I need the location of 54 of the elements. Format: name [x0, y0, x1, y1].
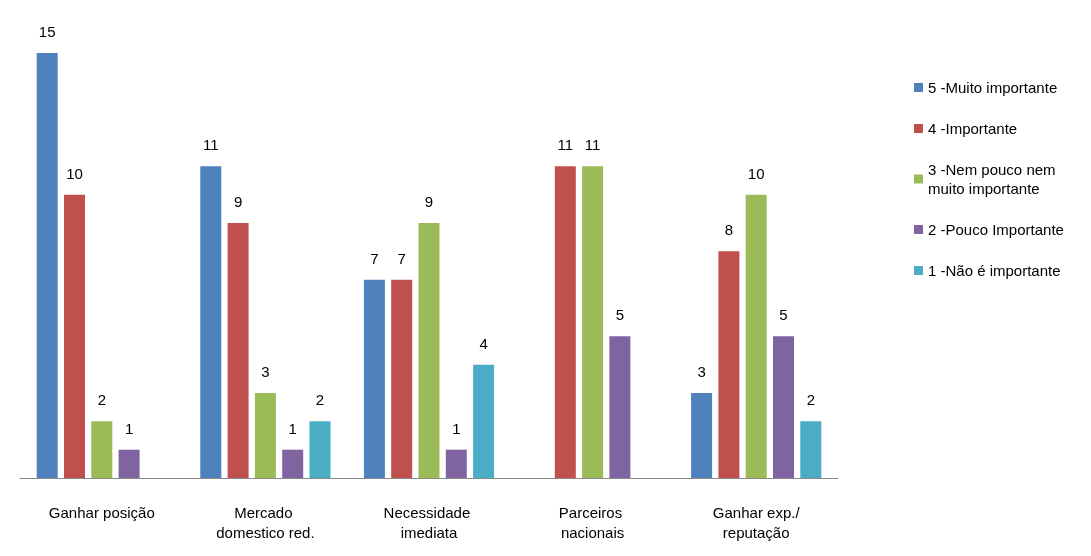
- bar: [282, 449, 304, 478]
- data-label: 3: [261, 363, 270, 380]
- data-label: 2: [806, 391, 815, 409]
- x-tick-label: Necessidade imediata: [383, 503, 475, 541]
- data-label: 9: [424, 193, 434, 210]
- bar: [363, 279, 385, 478]
- x-tick-label: Ganhar posição: [48, 503, 155, 521]
- data-label: 11: [203, 136, 219, 154]
- data-label: 5: [615, 306, 625, 324]
- bar: [745, 194, 767, 478]
- x-tick-label: Ganhar exp./reputação: [712, 503, 801, 541]
- x-tick-label: Mercado domestico red.: [216, 503, 315, 541]
- bar: [64, 194, 85, 478]
- legend-label: 4 -Importante: [928, 120, 1018, 137]
- bar: [200, 166, 222, 478]
- bar: [773, 336, 794, 478]
- bar: [391, 279, 413, 478]
- data-label: 11: [557, 136, 574, 154]
- bar: [800, 421, 822, 478]
- data-label: 15: [38, 23, 56, 40]
- x-tick-label: Parceiros nacionais: [558, 503, 627, 541]
- bar: [554, 166, 576, 478]
- bar: [118, 449, 140, 478]
- data-label: 9: [233, 193, 243, 210]
- data-label: 2: [97, 391, 106, 409]
- data-label: 10: [66, 164, 83, 182]
- bar: [418, 223, 440, 478]
- data-label: 3: [697, 363, 706, 380]
- data-label: 1: [452, 419, 461, 437]
- bar: [254, 393, 276, 478]
- data-label: 5: [779, 306, 788, 324]
- data-label: 7: [370, 249, 379, 267]
- data-label: 8: [724, 221, 734, 239]
- bar: [309, 421, 331, 478]
- bar: [691, 393, 713, 478]
- legend-label: 1 -Não é importante: [928, 262, 1061, 279]
- legend-label: 2 -Pouco Importante: [928, 221, 1064, 238]
- legend-label: 3 -Nem pouco nem muito importante: [928, 161, 1060, 197]
- bar: [582, 166, 604, 478]
- data-label: 1: [124, 419, 134, 437]
- bar: [445, 449, 467, 478]
- data-label: 11: [584, 136, 601, 154]
- bar: [718, 251, 740, 478]
- data-label: 10: [747, 164, 765, 182]
- bar: [36, 53, 58, 478]
- legend-label: 5 -Muito importante: [928, 79, 1058, 96]
- data-label: 4: [479, 334, 488, 352]
- data-label: 2: [315, 391, 325, 409]
- bar: [473, 364, 495, 478]
- bar: [227, 223, 249, 478]
- data-label: 7: [397, 249, 406, 267]
- data-label: 1: [288, 419, 297, 437]
- bar: [91, 421, 113, 478]
- bar: [609, 336, 631, 478]
